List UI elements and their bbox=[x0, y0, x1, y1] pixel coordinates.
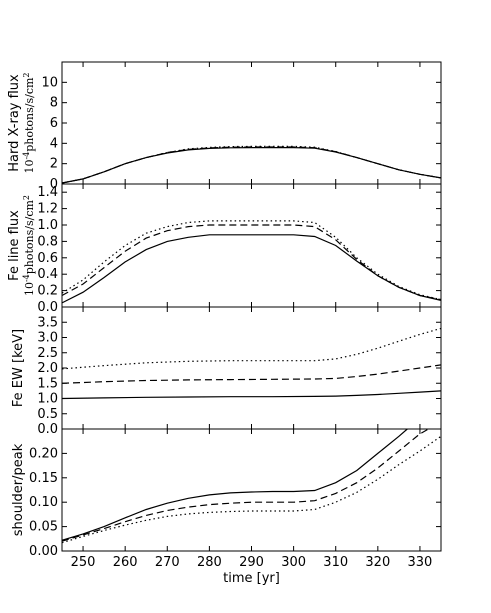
y-tick-label: 0.00 bbox=[29, 544, 58, 559]
series-solid-line bbox=[62, 234, 441, 304]
y-tick-label: 2 bbox=[50, 157, 58, 172]
series-dashed-line bbox=[62, 224, 441, 301]
y-tick-label: 8 bbox=[50, 96, 58, 111]
y-tick-label: 3.0 bbox=[37, 331, 58, 346]
x-axis-label: time [yr] bbox=[223, 571, 280, 586]
y-tick-label: 0 bbox=[50, 177, 58, 192]
y-tick-label: 10 bbox=[41, 75, 58, 90]
y-tick-label: 0.2 bbox=[37, 284, 58, 299]
plot-frame bbox=[61, 306, 442, 430]
y-tick-label: 0.8 bbox=[37, 234, 58, 249]
y-axis-label: Fe line flux bbox=[7, 210, 22, 281]
x-tick-label: 280 bbox=[197, 555, 222, 570]
y-tick-label: 0.5 bbox=[37, 407, 58, 422]
y-tick-label: 3.5 bbox=[37, 315, 58, 330]
panel-fe-ew: 0.00.51.01.52.02.53.03.5 Fe EW [keV] bbox=[11, 306, 442, 437]
y-axis-label: Hard X-ray flux bbox=[7, 74, 22, 172]
x-tick-label: 310 bbox=[323, 555, 348, 570]
x-tick-label: 330 bbox=[408, 555, 433, 570]
y-tick-label: 0.0 bbox=[37, 300, 58, 315]
series-solid-line bbox=[62, 147, 441, 184]
series-dashed-line bbox=[62, 429, 429, 542]
y-tick-label: 0.05 bbox=[29, 520, 58, 535]
x-tick-label: 270 bbox=[155, 555, 180, 570]
y-tick-label: 0.20 bbox=[29, 446, 58, 461]
y-tick-label: 0.4 bbox=[37, 267, 58, 282]
y-tick-label: 4 bbox=[50, 136, 58, 151]
x-tick-label: 300 bbox=[281, 555, 306, 570]
series-dotted-line bbox=[62, 327, 441, 370]
x-tick-label: 290 bbox=[239, 555, 264, 570]
panel-hard-xray-flux: 0 2 4 6 8 10 Hard X-ray flux 10-4photons/s/cm2 bbox=[7, 61, 442, 192]
series-solid-line bbox=[62, 429, 408, 541]
y-axis-label: shoulder/peak bbox=[11, 443, 26, 536]
series-dotted-line bbox=[62, 220, 441, 301]
series-solid-line bbox=[62, 390, 441, 400]
y-tick-label: 1.4 bbox=[37, 185, 58, 200]
y-axis-label: Fe EW [keV] bbox=[11, 329, 26, 407]
series-dashed-line bbox=[62, 364, 441, 384]
y-axis-unit-label: 10-4photons/s/cm2 bbox=[22, 72, 36, 173]
y-tick-label: 1.2 bbox=[37, 202, 58, 217]
y-tick-label: 0.10 bbox=[29, 495, 58, 510]
series-dotted-line bbox=[62, 145, 441, 184]
y-tick-label: 0.6 bbox=[37, 251, 58, 266]
y-tick-label: 2.5 bbox=[37, 346, 58, 361]
x-tick-label: 320 bbox=[365, 555, 390, 570]
plot-frame bbox=[61, 428, 442, 552]
y-tick-label: 6 bbox=[50, 116, 58, 131]
y-tick-label: 0.0 bbox=[37, 422, 58, 437]
y-axis-unit-label: 10-4photons/s/cm2 bbox=[22, 195, 36, 296]
series-dotted-line bbox=[62, 435, 441, 544]
panel-fe-line-flux: 0.00.2 0.40.6 0.81.01.2 1.4 Fe line flux10-4… bbox=[7, 183, 442, 315]
plot-frame bbox=[61, 183, 442, 308]
y-tick-label: 1.0 bbox=[37, 218, 58, 233]
y-tick-label: 0.15 bbox=[29, 471, 58, 486]
x-tick-label: 260 bbox=[113, 555, 138, 570]
x-tick-label: 250 bbox=[71, 555, 96, 570]
y-tick-label: 1.5 bbox=[37, 376, 58, 391]
y-tick-label: 2.0 bbox=[37, 361, 58, 376]
y-tick-label: 1.0 bbox=[37, 392, 58, 407]
